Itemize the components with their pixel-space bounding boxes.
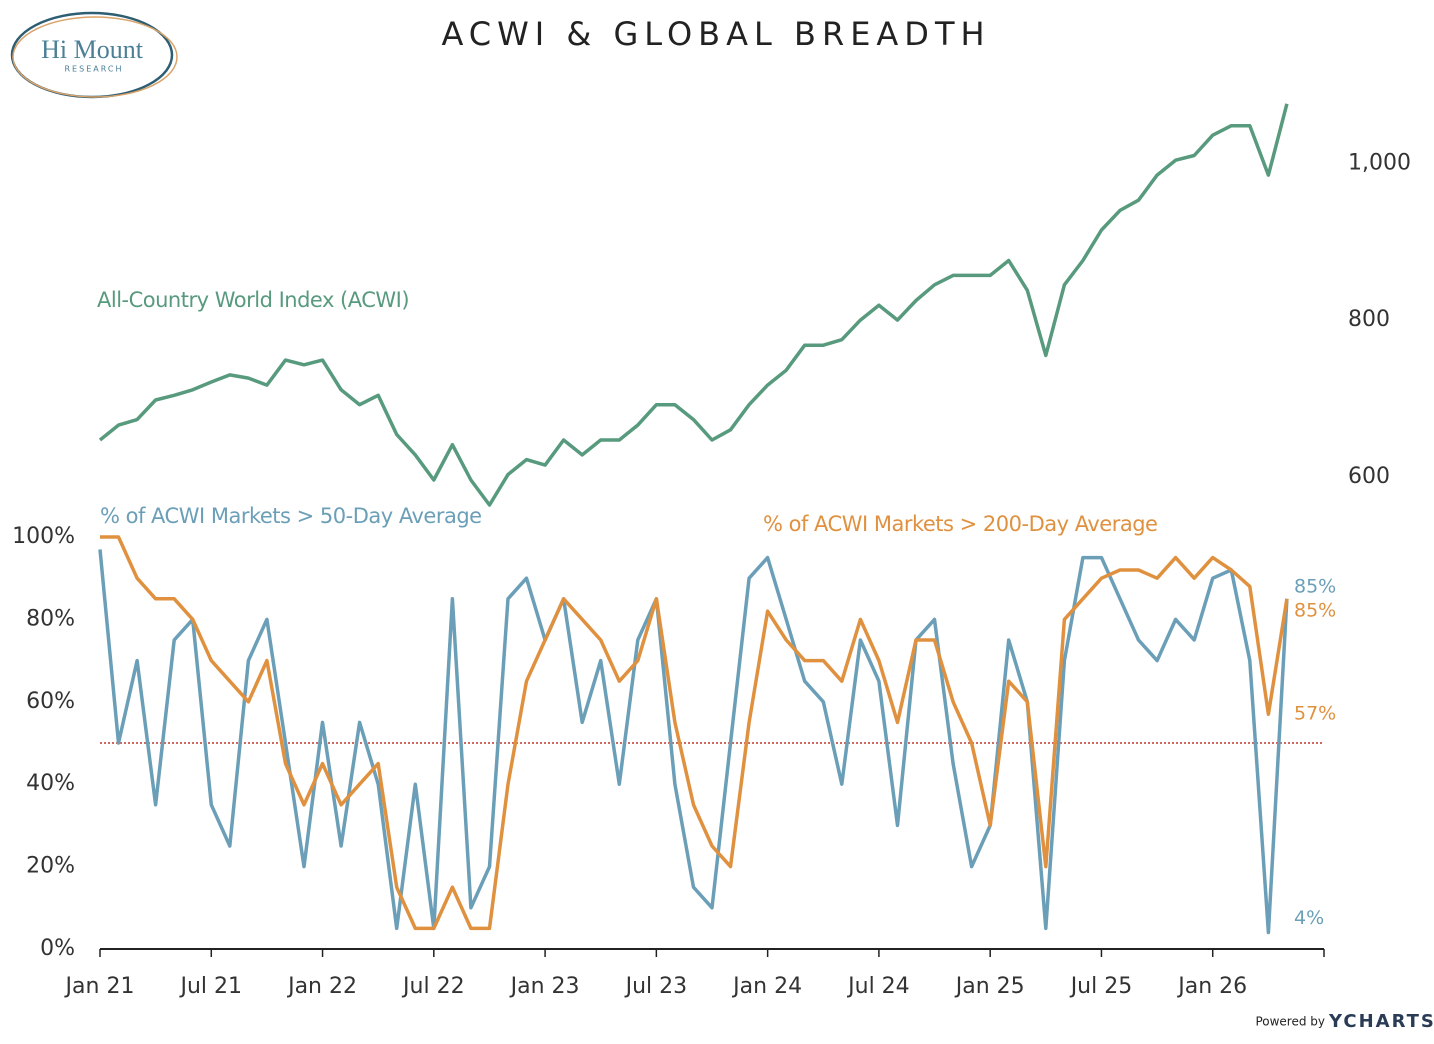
y-tick-label: 40%	[26, 771, 75, 796]
series-line	[98, 103, 1289, 507]
x-tick-label: Jan 23	[509, 974, 580, 999]
y-tick-label: 0%	[40, 936, 75, 961]
annotation: 57%	[1294, 703, 1336, 725]
legend-label: All-Country World Index (ACWI)	[97, 288, 409, 312]
x-tick-label: Jul 24	[846, 974, 910, 999]
legend-label: % of ACWI Markets > 200-Day Average	[763, 512, 1157, 536]
logo-name: Hi Mount	[41, 35, 144, 64]
annotation: 85%	[1294, 599, 1336, 621]
y2-tick-label: 1,000	[1348, 150, 1411, 175]
series-line	[98, 549, 1289, 935]
y2-tick-label: 800	[1348, 307, 1390, 332]
chart-title: ACWI & GLOBAL BREADTH	[441, 15, 990, 53]
annotation: 85%	[1294, 575, 1336, 597]
annotation: 4%	[1294, 907, 1324, 929]
footer-powered: Powered by	[1255, 1015, 1325, 1029]
legend-label: % of ACWI Markets > 50-Day Average	[100, 504, 482, 528]
x-tick-label: Jul 21	[179, 974, 243, 999]
x-tick-label: Jan 26	[1176, 974, 1247, 999]
logo-ring	[12, 16, 178, 98]
y2-tick-label: 600	[1348, 464, 1390, 489]
x-tick-label: Jan 21	[64, 974, 135, 999]
x-tick-label: Jan 22	[286, 974, 357, 999]
footer-brand: YCHARTS	[1328, 1011, 1434, 1032]
series-line	[100, 535, 1289, 931]
x-tick-label: Jan 25	[954, 974, 1025, 999]
x-tick-label: Jul 23	[624, 974, 688, 999]
logo-sub: RESEARCH	[65, 65, 124, 74]
y-tick-label: 60%	[26, 689, 75, 714]
x-tick-label: Jan 24	[731, 974, 802, 999]
y-tick-label: 80%	[26, 606, 75, 631]
x-tick-label: Jul 22	[401, 974, 465, 999]
y-tick-label: 20%	[26, 854, 75, 879]
x-tick-label: Jul 25	[1069, 974, 1133, 999]
y-tick-label: 100%	[12, 524, 75, 549]
